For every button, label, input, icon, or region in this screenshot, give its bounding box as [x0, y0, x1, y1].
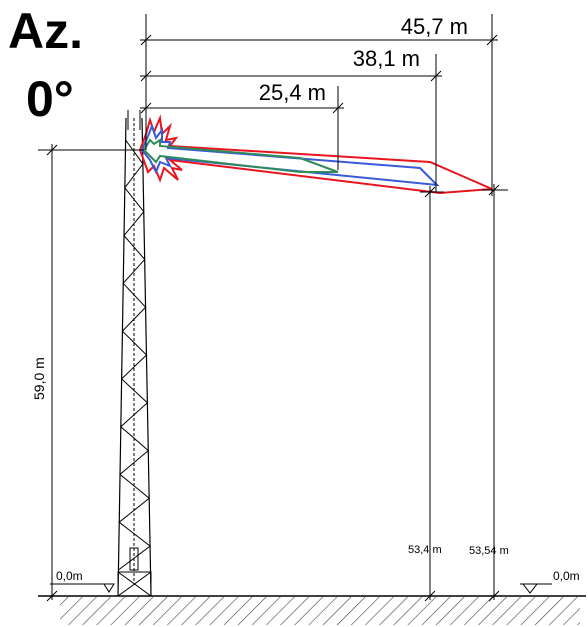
dim-label-blue-height: 53,4 m: [408, 544, 442, 556]
dim-blue-height: [420, 186, 444, 602]
dim-label-38-1: 38,1 m: [353, 46, 420, 71]
dim-red-height: [482, 184, 508, 602]
dim-label-25-4: 25,4 m: [259, 80, 326, 105]
ground-label-left: 0,0m: [56, 569, 83, 583]
ground-marker-left: [50, 583, 115, 593]
ground: [38, 595, 586, 625]
lobe-green: [142, 138, 339, 173]
dim-label-red-height: 53,54 m: [469, 545, 509, 557]
azimuth-label: Az.: [8, 3, 83, 59]
dim-38-1: [140, 54, 442, 192]
tower: [117, 110, 152, 597]
azimuth-value: 0°: [26, 71, 74, 127]
dim-label-45-7: 45,7 m: [401, 14, 468, 39]
lobe-red: [138, 114, 493, 195]
dim-45-7: [140, 14, 498, 196]
ground-label-right: 0,0m: [553, 569, 580, 583]
ground-marker-right: [520, 583, 552, 594]
dim-tower-height: [38, 144, 144, 602]
radiation-lobes: [138, 114, 493, 195]
lobe-blue: [140, 123, 440, 187]
dim-label-tower-height: 59,0 m: [31, 357, 47, 400]
dim-25-4: [140, 86, 344, 170]
